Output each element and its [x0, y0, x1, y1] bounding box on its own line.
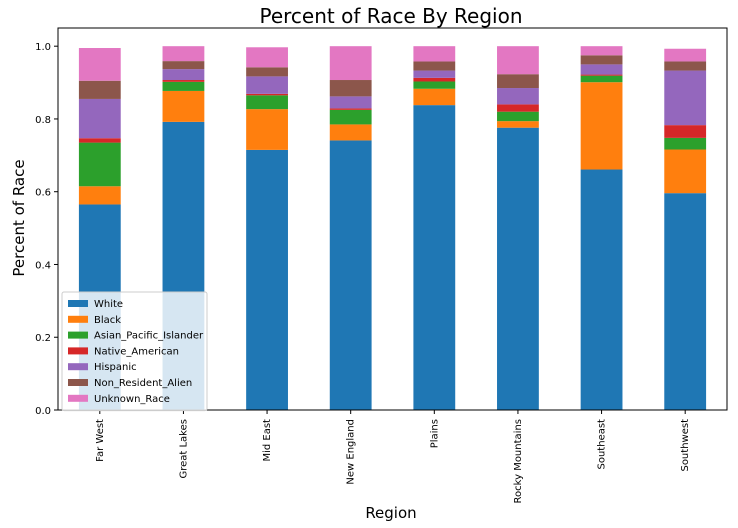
plot-frame — [57, 27, 728, 411]
legend-label-0: White — [94, 299, 123, 310]
bar-segment-7-3 — [664, 125, 707, 138]
bar-segment-7-6 — [664, 48, 707, 62]
bar-segment-5-0 — [497, 127, 539, 411]
bar-segment-1-5 — [162, 61, 205, 70]
y-axis-label: Percent of Race — [10, 159, 28, 276]
bar-segment-2-6 — [246, 47, 288, 68]
legend-swatch-0 — [68, 300, 88, 307]
bar-segment-7-1 — [664, 149, 707, 194]
bar-segment-4-4 — [413, 70, 456, 78]
bar-segment-2-2 — [246, 95, 288, 110]
bar-segment-3-0 — [329, 140, 372, 411]
x-tick-label-1: Great Lakes — [178, 419, 189, 479]
y-tick-label-3: 0.6 — [35, 188, 51, 199]
legend-label-2: Asian_Pacific_Islander — [94, 331, 204, 342]
bar-segment-4-3 — [413, 77, 456, 82]
bar-segment-6-4 — [580, 64, 623, 75]
legend-swatch-1 — [68, 315, 88, 323]
bar-segment-6-6 — [580, 46, 623, 56]
bar-segment-5-5 — [497, 74, 539, 89]
bar-segment-3-5 — [329, 80, 372, 97]
bar-segment-7-4 — [664, 70, 707, 126]
bar-segment-0-1 — [78, 186, 121, 205]
x-tick-label-4: Plains — [429, 419, 440, 448]
bar-segment-2-4 — [246, 76, 288, 94]
legend-box — [61, 291, 208, 412]
legend-label-5: Non_Resident_Alien — [94, 378, 192, 389]
bar-segment-5-3 — [497, 104, 539, 112]
bar-segment-4-0 — [413, 105, 456, 410]
legend-swatch-4 — [68, 363, 88, 371]
bar-segment-5-4 — [497, 88, 539, 105]
bar-segment-5-6 — [497, 46, 539, 75]
x-tick-label-7: Southwest — [680, 419, 691, 472]
bar-segment-0-6 — [78, 48, 121, 81]
y-tick-label-5: 1.0 — [35, 42, 51, 53]
x-tick-label-5: Rocky Mountains — [513, 419, 524, 503]
bar-segment-2-1 — [246, 109, 288, 150]
bar-segment-3-3 — [329, 108, 372, 110]
bar-segment-7-2 — [664, 137, 707, 150]
y-tick-label-1: 0.2 — [35, 333, 51, 344]
legend-label-1: Black — [94, 315, 121, 326]
legend-swatch-5 — [68, 379, 88, 386]
bar-segment-1-2 — [162, 81, 205, 91]
bar-segment-6-0 — [580, 169, 623, 410]
legend-label-4: Hispanic — [94, 362, 137, 373]
bar-segment-0-5 — [78, 80, 121, 99]
bar-segment-5-2 — [497, 111, 539, 122]
legend-label-3: Native_American — [94, 346, 179, 357]
legend-swatch-6 — [68, 394, 88, 402]
bar-segment-5-1 — [497, 121, 539, 128]
bar-segment-4-1 — [413, 88, 456, 106]
bar-segment-0-3 — [78, 138, 121, 143]
bar-segment-0-2 — [78, 142, 121, 187]
bar-segment-3-6 — [329, 46, 372, 81]
bar-segment-4-6 — [413, 46, 456, 62]
bar-segment-3-2 — [329, 109, 372, 125]
bar-segment-7-5 — [664, 61, 707, 71]
legend-swatch-3 — [68, 347, 88, 355]
x-axis-label: Region — [365, 504, 416, 522]
bar-segment-3-1 — [329, 124, 372, 141]
y-axis: 0.0 0.2 0.4 0.6 0.8 1.0 — [35, 42, 58, 417]
bar-segment-3-4 — [329, 96, 372, 109]
chart-title: Percent of Race By Region — [260, 4, 523, 28]
bar-segment-6-3 — [580, 74, 623, 76]
bar-segment-6-1 — [580, 82, 623, 170]
bar-segment-2-5 — [246, 67, 288, 77]
x-tick-label-2: Mid East — [262, 419, 273, 462]
bar-segment-2-3 — [246, 93, 288, 96]
bar-segment-1-4 — [162, 69, 205, 81]
bar-segment-1-1 — [162, 90, 205, 122]
legend: White Black Asian_Pacific_Islander Native_A… — [61, 291, 208, 412]
bar-segment-6-2 — [580, 75, 623, 83]
y-tick-label-0: 0.0 — [35, 406, 51, 417]
bar-segment-2-0 — [246, 149, 288, 410]
legend-label-6: Unknown_Race — [94, 394, 170, 405]
bar-segment-6-5 — [580, 55, 623, 65]
x-tick-label-0: Far West — [95, 419, 106, 462]
x-axis: Far West Great Lakes Mid East New England Pl… — [95, 410, 691, 503]
x-tick-label-6: Southeast — [597, 419, 608, 470]
y-tick-label-4: 0.8 — [35, 115, 51, 126]
y-tick-label-2: 0.4 — [35, 260, 51, 271]
bar-segment-1-3 — [162, 80, 205, 82]
bar-segment-1-6 — [162, 46, 205, 62]
bar-segment-0-4 — [78, 98, 121, 139]
bar-segment-7-0 — [664, 193, 707, 410]
bar-segment-4-2 — [413, 81, 456, 89]
legend-swatch-2 — [68, 331, 88, 339]
x-tick-label-3: New England — [346, 419, 357, 485]
bar-segment-4-5 — [413, 61, 456, 71]
